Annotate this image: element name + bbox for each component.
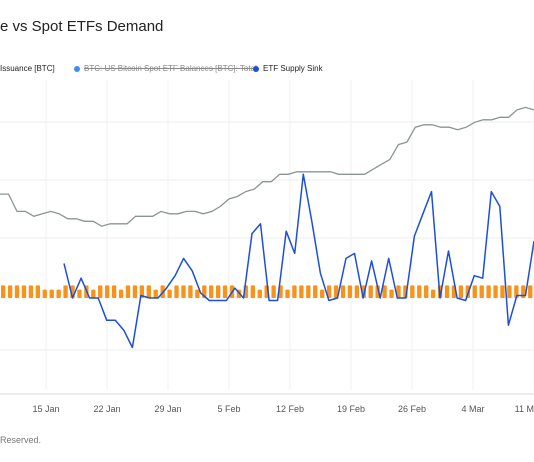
legend-label-issuance: Issuance [BTC] [0,64,55,73]
issuance-bar [500,285,505,298]
issuance-bar [222,285,228,298]
issuance-bar [215,285,221,298]
x-tick-label: 29 Jan [154,404,181,414]
issuance-bar [479,285,484,298]
issuance-bar [63,285,68,298]
issuance-bar [250,285,255,298]
issuance-bar [98,285,103,298]
issuance-bar [28,285,34,298]
issuance-bar [389,289,394,298]
issuance-bar [382,285,387,298]
issuance-bar [340,285,346,298]
issuance-bar [292,285,297,298]
series-supply-sink-line [63,173,534,349]
issuance-bar [7,285,13,298]
issuance-bar [125,285,131,298]
issuance-bar [465,285,470,298]
footer-text: Reserved. [0,435,42,445]
issuance-bar [167,289,172,298]
legend-item-issuance[interactable]: Issuance [BTC] [0,64,55,73]
issuance-bar [14,285,20,298]
issuance-bar [320,289,325,298]
issuance-bar [195,289,200,298]
issuance-bar [285,289,290,298]
issuance-bar [118,289,124,298]
issuance-bar [472,285,477,298]
issuance-bar [91,289,96,298]
issuance-bar [486,285,491,298]
issuance-bar [77,289,82,298]
legend-dot-etf-balances [74,65,80,72]
x-tick-label: 26 Feb [398,404,426,414]
issuance-bar [430,289,436,298]
issuance-bar [35,285,41,298]
x-tick-label: 12 Feb [276,404,304,414]
issuance-bar [153,289,158,298]
issuance-bar [313,285,318,298]
issuance-bar [528,285,533,298]
issuance-bar [507,285,512,298]
x-tick-label: 11 M [515,404,534,414]
legend-item-etf-balances[interactable]: BTC: US Bitcoin Spot ETF Balances [BTC]:… [74,64,257,73]
issuance-bar [299,285,304,298]
issuance-bar [146,285,151,298]
issuance-bar [368,285,373,298]
issuance-bar [271,285,276,298]
issuance-bar [56,289,61,298]
chart-title: e vs Spot ETFs Demand [0,18,164,35]
issuance-bar [306,285,311,298]
issuance-bar [49,289,54,298]
x-tick-label: 22 Jan [93,404,120,414]
issuance-bar [410,285,415,298]
issuance-bar [181,285,186,298]
series-etf-balances-line [0,106,534,227]
issuance-bar [105,285,110,298]
issuance-bar [188,285,193,298]
x-tick-label: 19 Feb [337,404,365,414]
issuance-bar [354,285,360,298]
issuance-bar [444,285,450,298]
x-tick-label: 15 Jan [32,404,59,414]
issuance-bar [396,285,401,298]
issuance-bar [1,285,6,298]
issuance-bar [333,285,339,298]
issuance-bar [458,285,464,298]
issuance-bar [111,285,117,298]
legend-item-supply-sink[interactable]: ETF Supply Sink [253,64,323,73]
x-tick-label: 5 Feb [217,404,240,414]
issuance-bar [209,285,214,298]
issuance-bar [174,285,179,298]
issuance-bar [326,285,332,298]
issuance-bar [493,285,498,298]
issuance-bar [424,285,429,298]
legend-label-etf-balances: BTC: US Bitcoin Spot ETF Balances [BTC]:… [84,64,257,73]
issuance-bar [417,285,422,298]
legend-label-supply-sink: ETF Supply Sink [263,64,323,73]
issuance-bar [132,285,138,298]
legend-dot-supply-sink [253,65,259,72]
issuance-bar [21,285,27,298]
x-tick-label: 4 Mar [461,404,484,414]
issuance-bar [257,289,262,298]
issuance-bar [42,289,47,298]
issuance-bar [347,285,353,298]
